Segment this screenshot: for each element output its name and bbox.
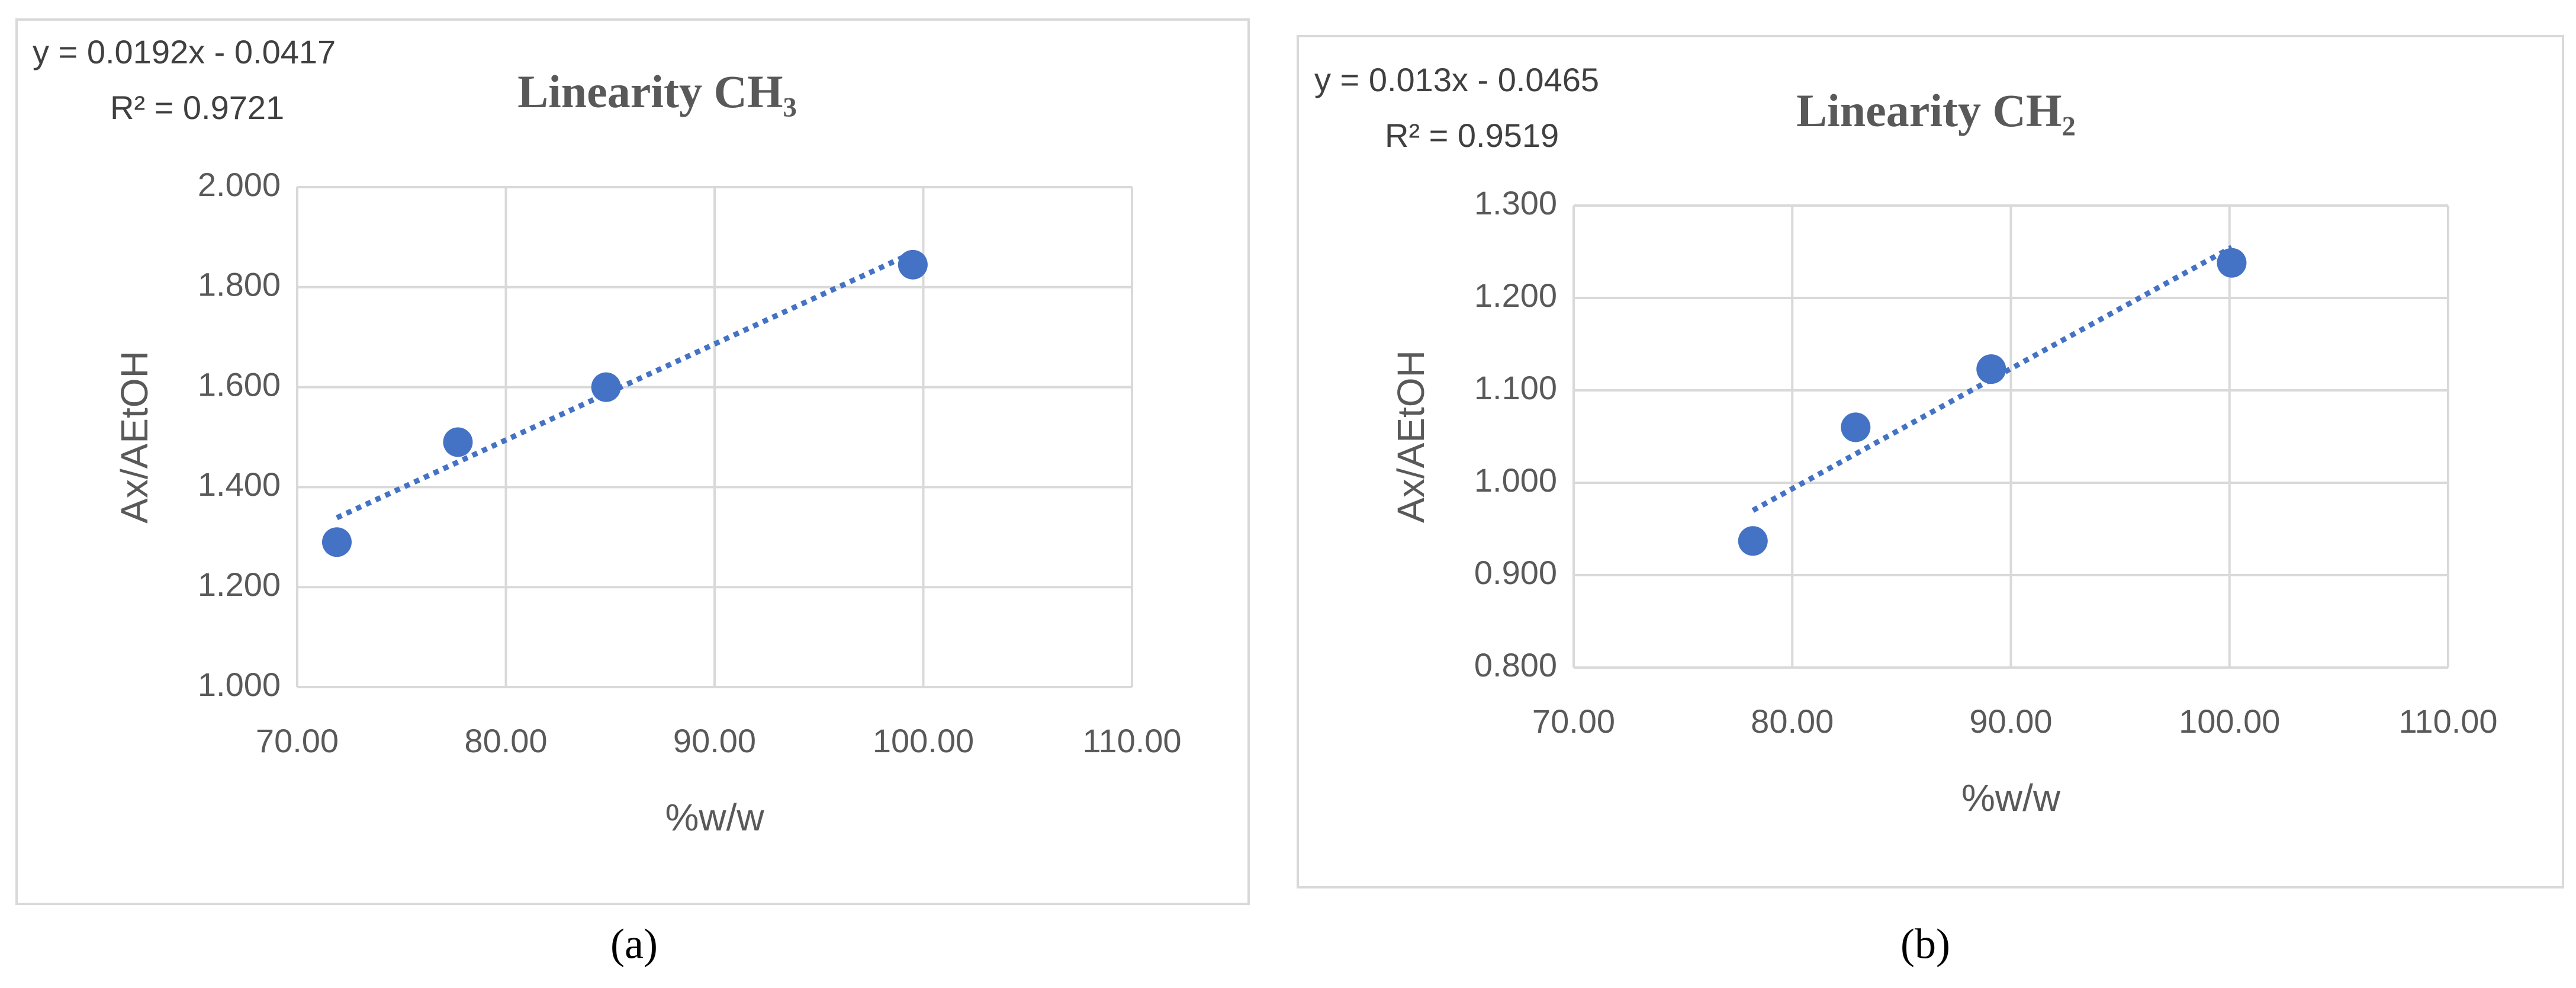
x-tick-label: 90.00 — [1969, 702, 2052, 740]
trendline-equation: y = 0.0192x - 0.0417 — [33, 33, 336, 70]
data-point — [898, 249, 928, 280]
caption: (a) — [610, 920, 658, 968]
y-tick-label: 1.300 — [1474, 184, 1557, 222]
y-tick-label: 1.100 — [1474, 369, 1557, 406]
trendline-r2: R² = 0.9519 — [1385, 117, 1559, 154]
y-tick-label: 1.000 — [1474, 461, 1557, 499]
trendline-r2: R² = 0.9721 — [110, 89, 284, 126]
y-tick-label: 1.200 — [198, 566, 281, 603]
chart-title: Linearity CH₂ — [1796, 85, 2076, 136]
y-tick-label: 1.200 — [1474, 277, 1557, 314]
x-tick-label: 70.00 — [256, 722, 339, 759]
x-tick-label: 80.00 — [464, 722, 547, 759]
x-tick-label: 90.00 — [673, 722, 756, 759]
y-tick-label: 0.800 — [1474, 646, 1557, 684]
chart-title: Linearity CH₃ — [517, 66, 797, 117]
chart-frame — [1297, 35, 2564, 888]
y-tick-label: 2.000 — [198, 166, 281, 203]
y-axis-title: Ax/AEtOH — [113, 351, 156, 524]
x-axis-title: %w/w — [665, 796, 764, 839]
x-tick-label: 80.00 — [1751, 702, 1834, 740]
data-point — [591, 372, 621, 402]
data-point — [2217, 248, 2247, 278]
y-tick-label: 1.000 — [198, 666, 281, 703]
chart-frame — [15, 18, 1250, 905]
y-tick-label: 1.400 — [198, 466, 281, 503]
x-tick-label: 100.00 — [2179, 702, 2280, 740]
trendline-equation: y = 0.013x - 0.0465 — [1314, 61, 1599, 98]
x-tick-label: 70.00 — [1532, 702, 1615, 740]
data-point — [321, 527, 352, 557]
data-point — [1841, 412, 1871, 442]
data-point — [1738, 526, 1768, 556]
x-axis-title: %w/w — [1961, 777, 2061, 819]
x-tick-label: 110.00 — [2398, 702, 2497, 740]
x-tick-label: 110.00 — [1082, 722, 1181, 759]
caption: (b) — [1900, 920, 1950, 968]
y-tick-label: 1.600 — [198, 365, 281, 403]
y-tick-label: 1.800 — [198, 266, 281, 303]
y-axis-title: Ax/AEtOH — [1390, 350, 1432, 523]
data-point — [1976, 354, 2006, 384]
y-tick-label: 0.900 — [1474, 554, 1557, 591]
data-point — [443, 427, 473, 457]
x-tick-label: 100.00 — [873, 722, 974, 759]
